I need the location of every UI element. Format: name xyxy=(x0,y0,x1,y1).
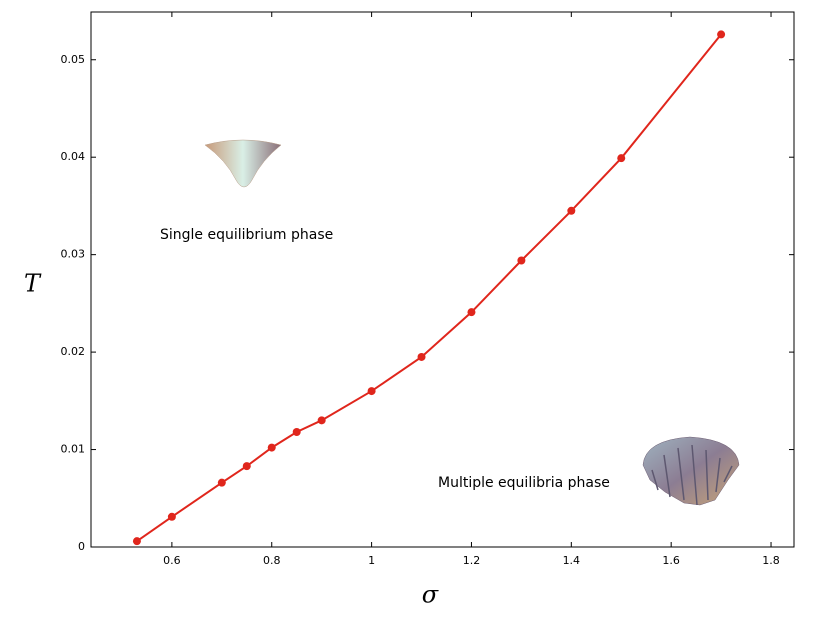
x-tick-label: 0.8 xyxy=(263,554,281,567)
data-point xyxy=(567,206,576,215)
annotation: Multiple equilibria phase xyxy=(438,475,610,491)
y-tick-label: 0.02 xyxy=(61,345,86,358)
x-tick-label: 1 xyxy=(368,554,375,567)
x-tick-label: 1.2 xyxy=(463,554,481,567)
y-tick-label: 0.05 xyxy=(61,53,86,66)
data-point xyxy=(717,30,726,39)
inset-smooth xyxy=(204,139,282,188)
annotation: Single equilibrium phase xyxy=(160,227,333,243)
plot-frame xyxy=(90,11,795,548)
x-tick-label: 1.6 xyxy=(662,554,680,567)
y-tick-label: 0.03 xyxy=(61,248,86,261)
y-tick-label: 0.01 xyxy=(61,443,86,456)
x-axis-label: σ xyxy=(422,581,439,609)
data-point xyxy=(217,478,226,487)
data-point xyxy=(367,387,376,396)
inset-rough xyxy=(642,436,740,506)
data-point xyxy=(132,537,141,546)
data-point xyxy=(267,443,276,452)
y-axis-label: T xyxy=(24,270,42,298)
series-line xyxy=(136,33,722,542)
data-point xyxy=(242,462,251,471)
data-point xyxy=(417,352,426,361)
x-tick-label: 1.8 xyxy=(762,554,780,567)
data-point xyxy=(467,308,476,317)
data-point xyxy=(517,256,526,265)
data-point xyxy=(167,512,176,521)
y-tick-label: 0.04 xyxy=(61,150,86,163)
data-point xyxy=(317,416,326,425)
data-point xyxy=(292,428,301,437)
x-tick-label: 1.4 xyxy=(563,554,581,567)
data-point xyxy=(617,154,626,163)
x-tick-label: 0.6 xyxy=(163,554,181,567)
y-tick-label: 0 xyxy=(78,540,85,553)
